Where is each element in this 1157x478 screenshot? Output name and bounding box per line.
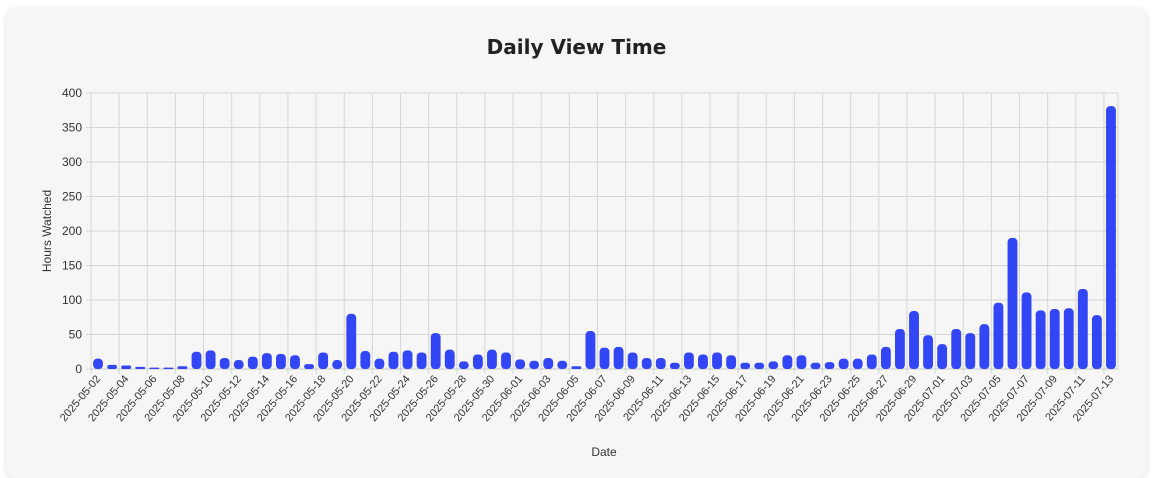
bar[interactable] (740, 362, 751, 369)
bar[interactable] (163, 367, 174, 369)
bar[interactable] (149, 367, 160, 369)
bar[interactable] (1021, 292, 1032, 369)
x-axis-label: Date (591, 445, 617, 459)
y-tick-label: 200 (62, 224, 82, 238)
bar-series (93, 106, 1116, 370)
bar[interactable] (1049, 308, 1060, 369)
bar[interactable] (810, 362, 821, 369)
bar[interactable] (290, 355, 300, 369)
bar[interactable] (866, 354, 877, 369)
bar[interactable] (557, 360, 568, 369)
bar[interactable] (487, 349, 497, 369)
bar[interactable] (838, 358, 849, 369)
bar[interactable] (754, 362, 765, 369)
bar[interactable] (852, 358, 863, 369)
bar[interactable] (880, 346, 891, 369)
bar[interactable] (430, 333, 441, 369)
y-tick-label: 100 (62, 293, 82, 307)
bar[interactable] (233, 360, 244, 369)
bar-chart: 0 50 100 150 200 250 300 350 400 2025-05-022025-… (40, 86, 1119, 459)
bar[interactable] (951, 328, 962, 369)
bar[interactable] (529, 360, 540, 369)
bar[interactable] (655, 357, 666, 369)
bar[interactable] (979, 324, 990, 369)
bar[interactable] (923, 335, 933, 369)
bar[interactable] (683, 352, 694, 369)
bar[interactable] (276, 353, 286, 369)
bar[interactable] (177, 366, 188, 369)
bar[interactable] (402, 350, 413, 369)
bar[interactable] (965, 333, 976, 369)
bar[interactable] (599, 347, 610, 369)
y-tick-label: 250 (62, 190, 82, 204)
bar[interactable] (1106, 106, 1116, 370)
bar[interactable] (205, 350, 216, 369)
y-tick-label: 150 (62, 259, 82, 273)
bar[interactable] (318, 352, 329, 369)
bar[interactable] (304, 364, 314, 369)
bar[interactable] (107, 364, 118, 369)
bar[interactable] (444, 349, 455, 369)
bar[interactable] (247, 356, 258, 369)
bar[interactable] (360, 351, 371, 369)
y-tick-label: 50 (69, 328, 83, 342)
bar[interactable] (1007, 237, 1018, 369)
bar[interactable] (261, 353, 272, 369)
bar[interactable] (909, 311, 919, 369)
bar[interactable] (388, 351, 399, 369)
bar[interactable] (698, 354, 708, 369)
bar[interactable] (135, 366, 146, 369)
bar[interactable] (627, 352, 638, 369)
x-axis: 2025-05-022025-05-042025-05-062025-05-08… (58, 373, 1116, 424)
bar[interactable] (543, 357, 554, 369)
bar[interactable] (796, 355, 807, 369)
bar[interactable] (374, 358, 385, 369)
chart-grid (86, 92, 1119, 374)
bar[interactable] (472, 354, 483, 369)
bar[interactable] (346, 313, 357, 369)
bar[interactable] (121, 365, 132, 369)
bar[interactable] (1035, 310, 1046, 369)
bar[interactable] (1063, 308, 1074, 369)
bar[interactable] (641, 357, 652, 369)
bar[interactable] (895, 328, 905, 369)
bar[interactable] (93, 358, 103, 369)
bar[interactable] (571, 366, 582, 369)
chart-card (6, 8, 1147, 478)
y-axis-label: Hours Watched (40, 190, 54, 272)
bar[interactable] (501, 352, 511, 369)
bar[interactable] (768, 361, 779, 369)
bar[interactable] (937, 344, 948, 369)
bar[interactable] (1091, 315, 1102, 369)
bar[interactable] (332, 360, 343, 369)
bar[interactable] (515, 359, 526, 369)
y-tick-label: 350 (62, 121, 82, 135)
chart-title: Daily View Time (486, 35, 667, 59)
bar[interactable] (782, 355, 793, 369)
y-tick-label: 0 (75, 362, 82, 376)
bar[interactable] (458, 361, 469, 369)
y-tick-label: 300 (62, 155, 82, 169)
bar[interactable] (613, 346, 624, 369)
bar[interactable] (726, 355, 737, 369)
y-axis: 0 50 100 150 200 250 300 350 400 (62, 86, 82, 376)
bar[interactable] (416, 352, 427, 369)
bar[interactable] (712, 352, 722, 369)
bar[interactable] (669, 362, 680, 369)
bar[interactable] (824, 362, 835, 369)
bar[interactable] (219, 357, 230, 369)
bar[interactable] (993, 302, 1004, 369)
bar[interactable] (585, 331, 596, 369)
y-tick-label: 400 (62, 86, 82, 100)
bar[interactable] (191, 351, 202, 369)
bar[interactable] (1077, 288, 1088, 369)
